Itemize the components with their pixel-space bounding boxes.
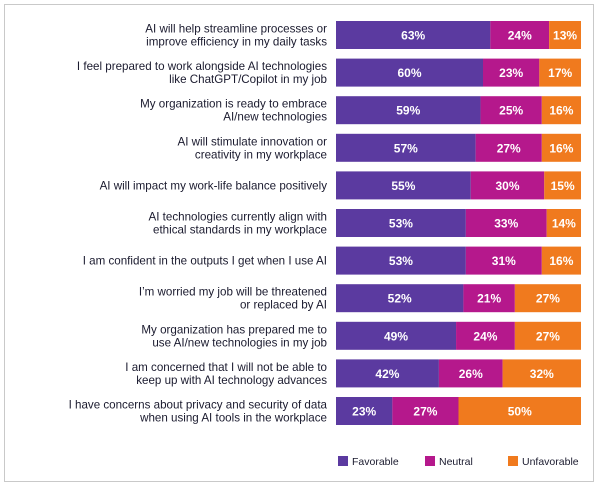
category-label: AI will impact my work-life balance posi… [100, 179, 328, 192]
value-label: 25% [499, 104, 523, 118]
bar-segment-neutral [480, 96, 542, 125]
value-label: 24% [473, 329, 497, 343]
category-label: My organization is ready to embrace AI/ne… [140, 98, 327, 124]
value-label: 14% [552, 217, 576, 231]
value-label: 59% [396, 104, 420, 118]
stacked-bar-chart: AI will help streamline processes or impr… [69, 21, 581, 468]
category-label: My organization has prepared me to use AI… [141, 323, 327, 349]
bar-segment-neutral [438, 359, 503, 388]
value-label: 27% [497, 141, 521, 155]
value-label: 32% [530, 367, 554, 381]
bar-segment-unfavorable [514, 321, 581, 350]
category-label: AI will stimulate innovation or creativit… [178, 135, 328, 161]
category-label: I have concerns about privacy and securi… [69, 399, 328, 425]
value-label: 16% [549, 141, 573, 155]
value-label: 33% [494, 217, 518, 231]
category-label: I’m worried my job will be threatened or … [139, 286, 327, 312]
bar-segment-neutral [465, 209, 547, 237]
bar-segment-favorable [336, 96, 481, 125]
bar-segment-neutral [490, 21, 550, 49]
value-label: 60% [397, 66, 421, 80]
bar-segment-favorable [336, 359, 439, 388]
legend-swatch-neutral [425, 456, 435, 466]
value-label: 27% [536, 292, 560, 306]
value-label: 63% [401, 29, 425, 43]
value-label: 26% [459, 367, 483, 381]
legend-label-favorable: Favorable [352, 456, 399, 468]
value-label: 23% [352, 405, 376, 419]
bar-segment-unfavorable [546, 209, 581, 237]
category-label: AI will help streamline processes or impr… [145, 23, 327, 49]
bar-segment-neutral [463, 284, 515, 313]
bar-segment-favorable [336, 21, 491, 49]
value-label: 52% [388, 292, 412, 306]
legend-swatch-unfavorable [508, 456, 518, 466]
category-label: AI technologies currently align with ethi… [148, 211, 327, 237]
bar-segment-unfavorable [544, 171, 581, 200]
value-label: 55% [391, 179, 415, 193]
bar-segment-neutral [470, 171, 545, 200]
bar-segment-favorable [336, 284, 464, 313]
value-label: 57% [394, 141, 418, 155]
legend-swatch-favorable [338, 456, 348, 466]
value-label: 53% [389, 217, 413, 231]
bar-segment-favorable [336, 171, 471, 200]
value-label: 24% [508, 29, 532, 43]
legend-label-neutral: Neutral [439, 456, 473, 468]
bar-segment-favorable [336, 133, 476, 162]
value-label: 21% [477, 292, 501, 306]
value-label: 16% [549, 104, 573, 118]
bar-segment-neutral [456, 321, 515, 350]
value-label: 27% [413, 405, 437, 419]
value-label: 42% [375, 367, 399, 381]
bar-segment-favorable [336, 58, 483, 87]
value-label: 49% [384, 329, 408, 343]
bar-segment-neutral [475, 133, 542, 162]
value-label: 15% [551, 179, 575, 193]
value-label: 27% [536, 329, 560, 343]
bar-segment-unfavorable [541, 133, 581, 162]
value-label: 16% [549, 254, 573, 268]
bar-segment-favorable [336, 246, 466, 275]
bar-segment-neutral [465, 246, 542, 275]
bar-segment-unfavorable [541, 96, 581, 125]
category-label: I am concerned that I will not be able t… [125, 361, 327, 387]
bar-segment-unfavorable [514, 284, 581, 313]
bar-segment-unfavorable [541, 246, 581, 275]
category-label: I feel prepared to work alongside AI tec… [77, 60, 327, 86]
legend-label-unfavorable: Unfavorable [522, 456, 579, 468]
chart-frame: AI will help streamline processes or impr… [4, 4, 594, 482]
bar-segment-unfavorable [458, 397, 581, 425]
bar-segment-favorable [336, 321, 457, 350]
bar-segment-neutral [392, 397, 459, 425]
category-label: I am confident in the outputs I get when… [83, 255, 327, 268]
value-label: 53% [389, 254, 413, 268]
value-label: 50% [508, 405, 532, 419]
bar-segment-neutral [483, 58, 540, 87]
value-label: 17% [548, 66, 572, 80]
value-label: 13% [553, 29, 577, 43]
bar-segment-unfavorable [502, 359, 581, 388]
bar-segment-unfavorable [539, 58, 581, 87]
value-label: 23% [499, 66, 523, 80]
value-label: 30% [495, 179, 519, 193]
bar-segment-favorable [336, 397, 393, 425]
value-label: 31% [492, 254, 516, 268]
bar-segment-favorable [336, 209, 466, 237]
bar-segment-unfavorable [549, 21, 581, 49]
